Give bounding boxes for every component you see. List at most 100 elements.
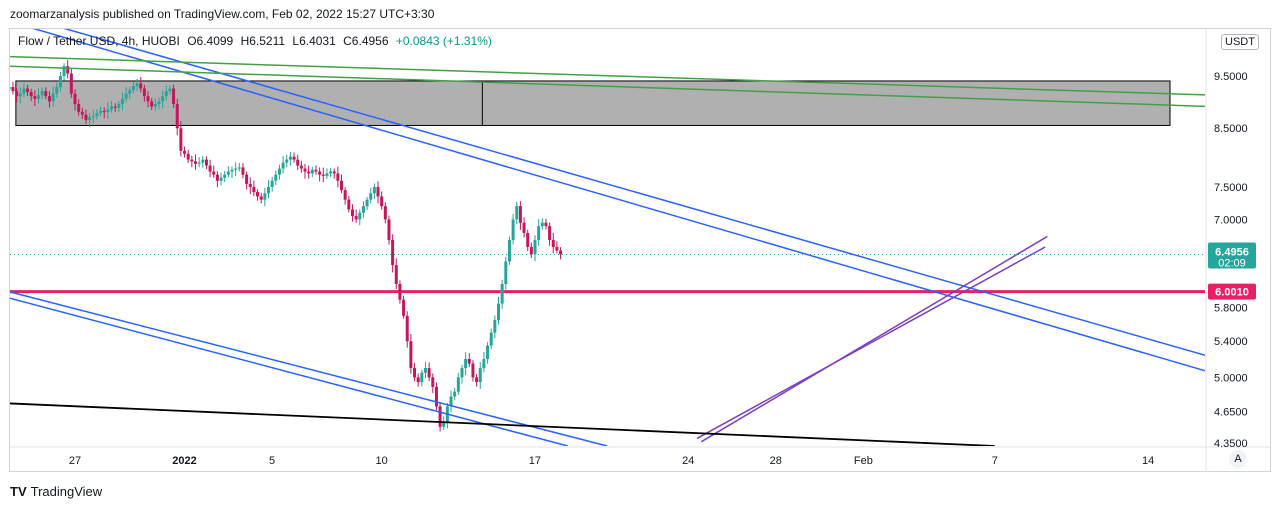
candle: [500, 279, 504, 309]
candle-body: [62, 66, 66, 76]
auto-scale-button[interactable]: A: [1229, 450, 1247, 468]
candle: [248, 177, 252, 195]
candle-body: [529, 247, 533, 255]
candle-body: [310, 169, 314, 174]
candle: [391, 234, 395, 273]
candle: [329, 167, 333, 178]
candle: [369, 187, 373, 204]
candle-body: [365, 199, 369, 207]
candle: [478, 361, 482, 389]
candle-body: [343, 190, 347, 200]
candle-body: [259, 196, 263, 200]
last-price-label: 6.4956: [1215, 246, 1249, 258]
candle: [226, 166, 230, 178]
candle: [193, 154, 197, 170]
candle-body: [131, 85, 135, 91]
candle: [241, 163, 245, 179]
candle-body: [423, 368, 427, 373]
blue-trendline: [10, 291, 608, 446]
x-tick-label: 24: [682, 455, 694, 467]
y-tick-label: 5.0000: [1214, 372, 1248, 384]
brand-name[interactable]: TradingView: [30, 484, 103, 499]
legend-symbol[interactable]: Flow / Tether USD, 4h, HUOBI: [18, 34, 180, 48]
candle-body: [33, 96, 37, 99]
candle-body: [102, 110, 106, 112]
candle-body: [420, 372, 424, 383]
candle: [252, 180, 256, 197]
candle-body: [544, 222, 548, 227]
candle: [442, 416, 446, 430]
candle: [274, 170, 278, 185]
candle: [559, 247, 563, 260]
candle-body: [489, 332, 493, 346]
candle-body: [332, 171, 336, 174]
candle: [263, 187, 267, 207]
candle: [420, 369, 424, 387]
candle-body: [106, 109, 110, 112]
candle-body: [350, 209, 354, 217]
candle: [267, 179, 271, 199]
candle: [314, 165, 318, 175]
candle-body: [175, 103, 179, 129]
candle-body: [11, 86, 15, 92]
candle: [84, 109, 88, 124]
currency-button[interactable]: USDT: [1221, 34, 1259, 50]
candle-body: [325, 173, 329, 176]
candle-body: [482, 358, 486, 369]
symbol-legend: Flow / Tether USD, 4h, HUOBI O6.4099 H6.…: [18, 34, 496, 48]
candle-body: [234, 168, 238, 170]
candle: [413, 363, 417, 382]
candle-body: [559, 250, 563, 255]
candle: [405, 311, 409, 348]
candle-body: [120, 98, 124, 104]
candle-body: [299, 165, 303, 169]
candle: [117, 100, 121, 113]
candle-body: [10, 86, 11, 90]
candle-body: [186, 153, 190, 160]
candle: [29, 88, 33, 102]
candle-body: [18, 93, 22, 97]
candle-body: [44, 91, 48, 97]
candle: [285, 154, 289, 168]
candle: [288, 152, 292, 166]
blue-trendline: [63, 29, 1205, 357]
candle: [318, 167, 322, 182]
candle: [15, 88, 19, 103]
candle: [522, 217, 526, 238]
candle-body: [369, 193, 373, 200]
candle: [427, 362, 431, 382]
legend-change: +0.0843 (+1.31%): [395, 34, 492, 48]
y-tick-label: 5.8000: [1214, 303, 1248, 315]
candle: [88, 113, 92, 128]
candle-body: [314, 169, 318, 172]
candle-body: [164, 91, 168, 97]
candle-body: [197, 162, 201, 164]
candle: [292, 152, 296, 163]
candle: [37, 88, 41, 104]
candle: [91, 109, 95, 124]
candle: [340, 174, 344, 194]
candle-body: [157, 101, 161, 104]
candle: [350, 204, 354, 222]
candle-body: [387, 219, 391, 240]
candle: [310, 166, 314, 178]
candle-body: [124, 93, 128, 99]
y-tick-label: 5.4000: [1214, 336, 1248, 348]
x-tick-label: 2022: [172, 455, 196, 467]
candle: [55, 82, 59, 99]
candle-body: [522, 222, 526, 233]
candle: [467, 353, 471, 367]
candle-body: [442, 421, 446, 427]
candle: [434, 382, 438, 411]
candle: [124, 86, 128, 103]
last-price-badge: [1208, 242, 1256, 269]
candle: [394, 258, 398, 290]
candle: [215, 171, 219, 188]
candle: [164, 85, 168, 101]
candle-body: [230, 169, 234, 172]
candle: [533, 235, 537, 262]
candle-body: [139, 83, 143, 89]
purple-trendline: [696, 246, 1046, 440]
